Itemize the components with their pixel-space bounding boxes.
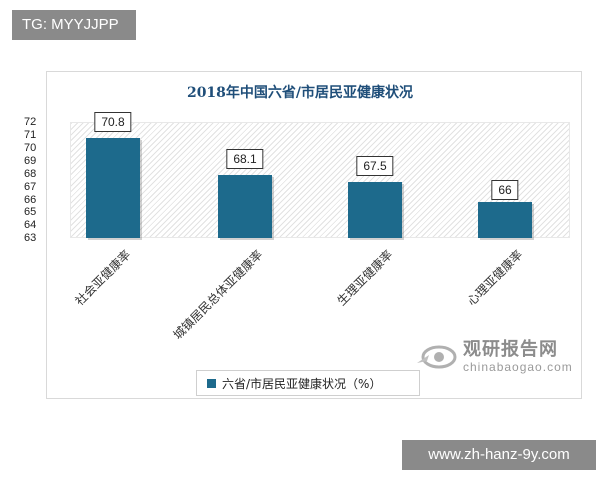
bar-physical-subhealth [348,182,402,238]
y-tick: 67 [24,181,37,193]
legend: 六省/市居民亚健康状况（%） [196,370,420,396]
legend-label: 六省/市居民亚健康状况（%） [222,376,382,391]
y-tick: 63 [24,232,37,244]
data-label: 66 [491,180,519,200]
data-label: 68.1 [226,149,264,169]
y-tick: 72 [24,116,37,128]
data-label: 67.5 [356,156,394,176]
y-tick: 65 [24,206,37,218]
y-tick: 68 [24,168,37,180]
watermark-domain: chinabaogao.com [463,360,573,374]
watermark: 观研报告网 chinabaogao.com [415,340,573,374]
data-label: 70.8 [94,112,132,132]
y-tick: 69 [24,155,37,167]
legend-swatch-icon [207,378,216,388]
watermark-logo-icon [415,341,459,373]
footer-site-badge: www.zh-hanz-9y.com [402,440,596,470]
y-tick: 64 [24,219,37,231]
watermark-name: 观研报告网 [463,339,558,360]
y-tick: 70 [24,142,37,154]
bar-mental-subhealth [478,202,532,238]
bar-urban-overall-subhealth [218,175,272,238]
bar-social-subhealth [86,138,140,238]
chart-title: 2018年中国六省/市居民亚健康状况 [186,85,414,101]
tag-badge: TG: MYYJJPP [12,10,136,40]
y-tick: 66 [24,194,37,206]
y-tick: 71 [24,129,37,141]
